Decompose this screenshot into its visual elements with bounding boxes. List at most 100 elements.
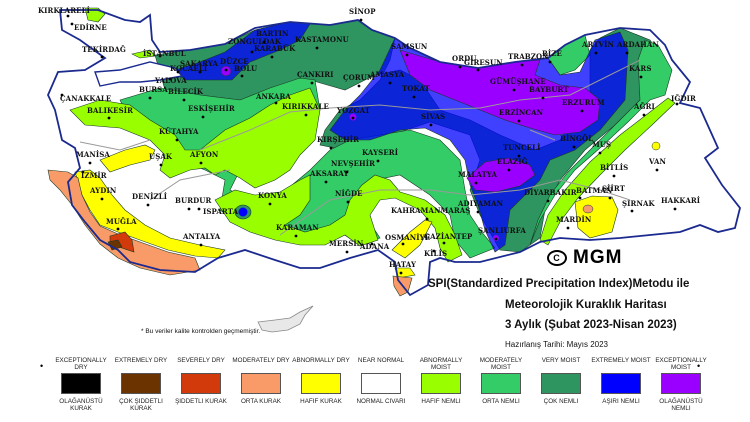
city-dot-icon — [608, 196, 612, 200]
city-dot-icon — [412, 95, 416, 99]
city-label: DÜZCE — [220, 57, 249, 66]
city-marker: OSMANİYE — [385, 233, 430, 246]
city-marker: MARDİN — [556, 215, 592, 230]
city-label: DİYARBAKIR — [524, 188, 577, 197]
city-marker: DÜZCE — [220, 57, 249, 72]
city-marker: BİNGÖL — [560, 134, 593, 149]
city-dot-icon — [324, 180, 328, 184]
city-marker: EDİRNE — [70, 22, 107, 32]
title-method: SPI(Standardized Precipitation Index)Met… — [428, 278, 690, 290]
legend-color-swatch — [301, 373, 341, 394]
city-label: KASTAMONU — [295, 35, 349, 44]
city-label: KOCAELİ — [170, 64, 207, 73]
city-marker: TUNCELİ — [503, 143, 540, 158]
legend-label-tr: Çok Şiddetli Kurak — [119, 398, 163, 412]
city-label: KIRŞEHİR — [317, 135, 359, 144]
legend-label-en: Exceptionally Dry — [55, 357, 107, 371]
city-dot-icon — [146, 203, 150, 207]
city-marker: ISPARTA — [197, 207, 239, 216]
city-label: ANTALYA — [182, 232, 221, 241]
city-label: ÇANAKKALE — [60, 94, 111, 103]
city-marker: AĞRI — [633, 102, 655, 117]
city-dot-icon — [630, 209, 634, 213]
city-dot-icon — [370, 242, 374, 246]
legend-label-en: Moderately Moist — [479, 357, 523, 371]
city-dot-icon — [512, 88, 516, 92]
city-marker: ŞANLIURFA — [478, 226, 526, 241]
city-marker: ARTVİN — [581, 40, 614, 55]
city-marker: TEKİRDAĞ — [82, 45, 126, 59]
city-dot-icon — [432, 249, 436, 253]
city-label: ORDU — [452, 54, 477, 63]
city-label: KARS — [629, 64, 652, 73]
city-marker: ZONGULDAK — [228, 37, 282, 54]
legend: • Exceptionally Dry Olağanüstü Kurak Extre… — [40, 357, 720, 422]
zone-extremely-moist-north — [174, 21, 311, 81]
city-dot-icon — [458, 65, 462, 69]
city-label: TOKAT — [402, 84, 431, 93]
city-label: KIRIKKALE — [282, 102, 329, 111]
city-label: KARABÜK — [254, 44, 296, 53]
legend-bullet-right: • — [697, 361, 701, 371]
zone-moderately-moist-east — [529, 39, 673, 246]
legend-label-tr: Hafif Kurak — [300, 398, 342, 405]
title-period: 3 Aylık (Şubat 2023-Nisan 2023) — [505, 319, 677, 331]
city-dot-icon — [100, 197, 104, 201]
city-marker: NİĞDE — [335, 189, 363, 204]
city-label: ELAZIĞ — [497, 157, 528, 166]
zone-abnormally-moist-east — [539, 97, 676, 246]
city-dot-icon — [578, 196, 582, 200]
city-dot-icon — [494, 237, 498, 241]
city-label: BARTIN — [256, 29, 289, 38]
legend-item: Severely Dry Şiddetli Kurak — [170, 357, 232, 405]
city-marker: MUŞ — [592, 140, 611, 155]
zone-extremely-dry-mugla — [107, 239, 123, 251]
city-label: MUŞ — [592, 140, 611, 149]
city-marker: KIRIKKALE — [282, 102, 329, 117]
city-dot-icon — [262, 40, 266, 44]
city-label: SİVAS — [421, 112, 445, 121]
cyprus-island — [257, 305, 314, 333]
city-dot-icon — [268, 202, 272, 206]
city-label: BİNGÖL — [560, 134, 593, 143]
city-label: TRABZON — [508, 52, 549, 61]
city-dot-icon — [346, 200, 350, 204]
city-marker: AYDIN — [89, 186, 117, 201]
city-label: EDİRNE — [74, 23, 107, 32]
city-dot-icon — [673, 207, 677, 211]
city-label: KİLİS — [424, 249, 447, 258]
city-label: HATAY — [389, 260, 417, 269]
city-dot-icon — [224, 68, 228, 72]
city-label: ADIYAMAN — [457, 199, 504, 208]
city-marker: KASTAMONU — [295, 35, 349, 50]
legend-label-en: Extremely Dry — [114, 357, 168, 364]
city-dot-icon — [655, 168, 659, 172]
city-label: NİĞDE — [335, 189, 363, 198]
city-marker: ANKARA — [255, 92, 291, 105]
city-label: BAYBURT — [529, 85, 569, 94]
city-marker: ŞIRNAK — [622, 199, 655, 213]
city-marker: ERZİNCAN — [499, 108, 544, 123]
city-label: IĞDIR — [671, 94, 696, 103]
zone-abnormally-dry-aegean — [74, 169, 226, 259]
city-dot-icon — [107, 116, 111, 120]
legend-item: Near Normal Normal Civarı — [350, 357, 412, 405]
city-marker: BURSA — [139, 85, 168, 100]
city-label: MUĞLA — [106, 217, 137, 226]
city-dot-icon — [198, 70, 202, 74]
city-label: BOLU — [234, 64, 257, 73]
city-marker: ORDU — [452, 54, 477, 69]
city-dot-icon — [351, 116, 355, 120]
city-marker: KONYA — [258, 191, 287, 206]
city-dot-icon — [442, 241, 446, 245]
city-marker: ÇORUM — [343, 73, 375, 88]
city-label: SAKARYA — [180, 59, 218, 68]
city-dot-icon — [148, 96, 152, 100]
city-label: DENİZLİ — [132, 192, 167, 201]
city-label: ÇORUM — [343, 73, 375, 82]
city-dot-icon — [250, 50, 254, 54]
city-marker: BALIKESİR — [87, 106, 133, 120]
city-label: BALIKESİR — [87, 106, 133, 115]
zone-abnormally-dry-usak — [99, 144, 156, 173]
city-label: YOZGAT — [336, 106, 371, 115]
